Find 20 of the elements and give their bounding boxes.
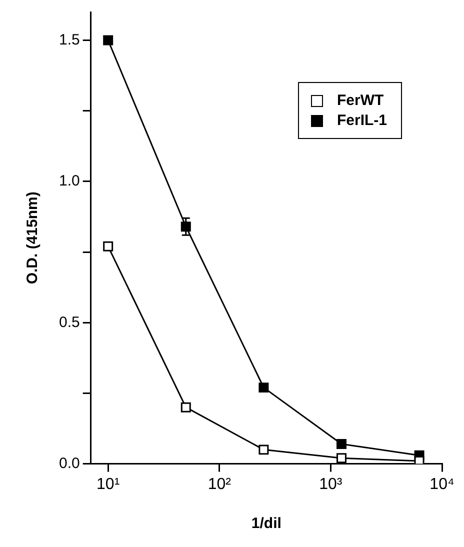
x-tick-label: 10⁴: [430, 476, 454, 493]
x-tick-label: 10²: [208, 476, 232, 493]
legend-label: FerWT: [337, 92, 384, 109]
point: [258, 444, 269, 455]
point: [336, 439, 346, 450]
point: [180, 402, 191, 412]
x-tick-label: 10¹: [96, 476, 120, 493]
x-axis-title: 1/dil: [251, 515, 282, 532]
y-tick-label: 1.0: [58, 172, 80, 190]
x-tick-label: 10³: [319, 476, 343, 493]
point: [414, 456, 424, 464]
y-tick-label: 0.0: [58, 454, 80, 472]
point: [103, 35, 114, 46]
point: [258, 382, 269, 393]
point: [336, 453, 346, 464]
point: [103, 241, 114, 252]
y-tick-label: 1.5: [58, 31, 80, 48]
y-axis-title: O.D. (415nm): [24, 192, 42, 284]
legend-label: FerIL-1: [337, 112, 388, 129]
y-tick-label: 0.5: [58, 314, 80, 331]
